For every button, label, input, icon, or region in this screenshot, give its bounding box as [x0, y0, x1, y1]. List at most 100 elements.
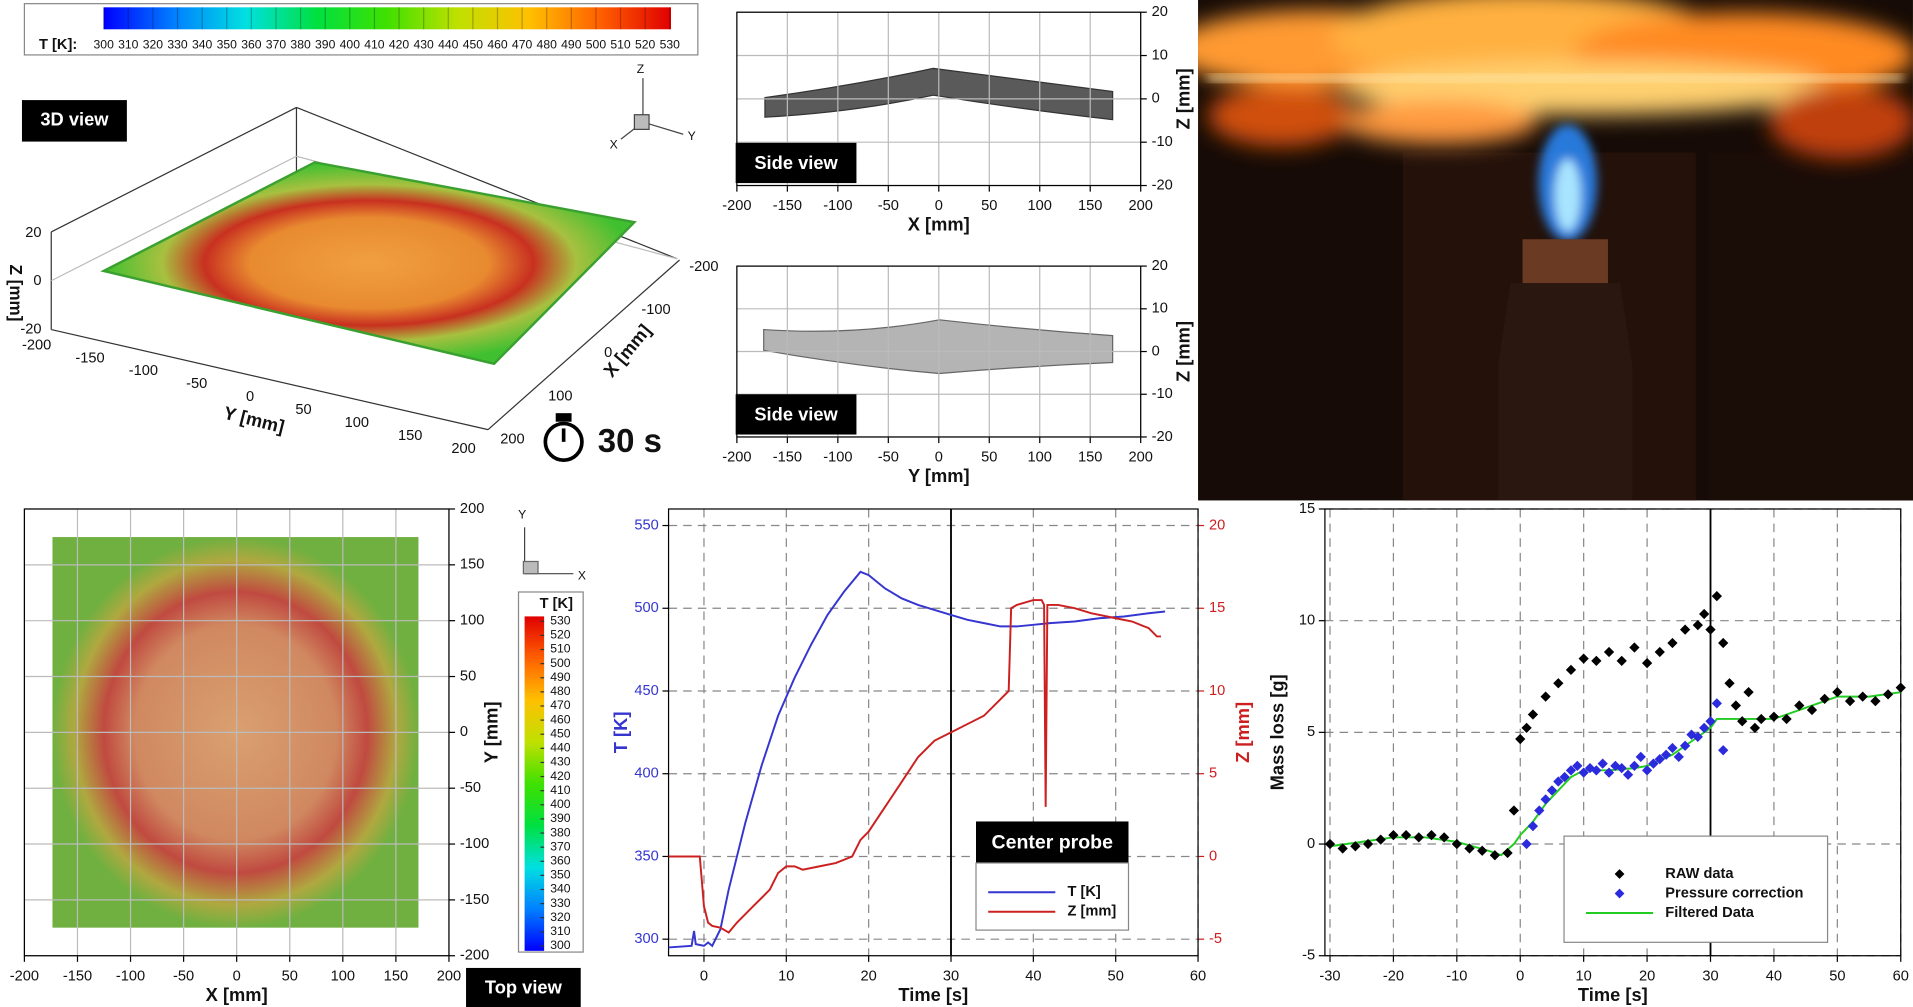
data-point: [1509, 805, 1519, 815]
y-tick-label: -100: [129, 363, 158, 379]
y-axis-label: Z [mm]: [1172, 321, 1193, 382]
y2-tick-label: 10: [1209, 683, 1225, 699]
x-tick-label: 0: [604, 345, 612, 361]
y2-tick-label: -5: [1209, 931, 1222, 947]
y-axis-label: Z [mm]: [1172, 68, 1193, 129]
data-point: [1718, 638, 1728, 648]
y-tick-label: -100: [460, 836, 489, 852]
y-tick-label: 50: [460, 668, 476, 684]
x-tick-label: 150: [384, 968, 408, 984]
colorbar-tick-label: 370: [550, 839, 571, 853]
y-tick-label: 200: [460, 501, 484, 517]
colorbar-tick-label: 510: [610, 37, 631, 51]
y-tick-label: 400: [634, 766, 658, 782]
figure: T [K]: 3D view Z [mm] Y [mm] X [mm] Z X …: [0, 0, 1913, 1007]
z-tick-label: 0: [33, 273, 41, 289]
colorbar-tick-label: 460: [487, 37, 508, 51]
x-tick-label: -100: [116, 968, 145, 984]
data-point: [1724, 678, 1734, 688]
view-label: Top view: [485, 977, 563, 998]
colorbar-tick-label: 450: [550, 726, 571, 740]
data-point: [1712, 698, 1722, 708]
colorbar-tick-label: 400: [340, 37, 361, 51]
colorbar-tick-label: 350: [550, 868, 571, 882]
data-point: [1521, 839, 1531, 849]
triad-label: X: [578, 568, 586, 582]
colorbar-tick-label: 330: [550, 896, 571, 910]
x-tick-label: 0: [233, 968, 241, 984]
y-tick-label: -200: [22, 337, 51, 353]
y-tick-label: 20: [1152, 258, 1168, 274]
colorbar-tick-label: 520: [550, 628, 571, 642]
colorbar-tick-label: 470: [550, 698, 571, 712]
colorbar-tick-label: 310: [550, 924, 571, 938]
data-point: [1642, 658, 1652, 668]
colorbar-tick-label: 330: [167, 37, 188, 51]
data-point: [1731, 700, 1741, 710]
x-tick-label: 100: [331, 968, 355, 984]
page: { "colormap": ["#0000ff","#0080ff","#00e…: [0, 0, 1913, 1007]
x-tick-label: 200: [500, 431, 524, 447]
data-point: [1750, 723, 1760, 733]
y-tick-label: 0: [1152, 343, 1160, 359]
y-tick-label: 300: [634, 931, 658, 947]
axis-label: Y [mm]: [222, 402, 287, 437]
axis-label: Z [mm]: [6, 264, 25, 321]
data-point: [1521, 723, 1531, 733]
colorbar-tick-label: 480: [537, 37, 558, 51]
data-point: [1693, 620, 1703, 630]
data-point: [1401, 830, 1411, 840]
timer: 30 s: [598, 422, 662, 459]
data-point: [1629, 761, 1639, 771]
y-tick-label: 100: [345, 415, 369, 431]
x-tick-label: 50: [981, 198, 997, 214]
colorbar-label: T [K]: [540, 596, 573, 612]
y-tick-label: 200: [451, 441, 475, 457]
x-tick-label: 50: [1108, 968, 1124, 984]
x-tick-label: -150: [63, 968, 92, 984]
x-tick-label: -100: [641, 302, 670, 318]
colorbar-tick-label: 380: [290, 37, 311, 51]
surface-3d: [104, 162, 635, 363]
x-axis-label: Time [s]: [898, 984, 968, 1005]
data-point: [1553, 678, 1563, 688]
y-tick-label: 10: [1152, 47, 1168, 63]
data-point: [1896, 683, 1906, 693]
y2-tick-label: 5: [1209, 766, 1217, 782]
colorbar-tick-label: 500: [550, 656, 571, 670]
colorbar-tick-label: 520: [635, 37, 656, 51]
legend-label: T [K]: [1068, 884, 1101, 900]
z-tick-label: 20: [25, 225, 41, 241]
axis-triad: [621, 78, 683, 139]
data-point: [1325, 839, 1335, 849]
x-tick-label: 0: [1516, 968, 1524, 984]
x-tick-label: 200: [1129, 450, 1153, 466]
data-point: [1604, 647, 1614, 657]
x-tick-label: 40: [1025, 968, 1041, 984]
legend-label: Pressure correction: [1665, 885, 1803, 901]
x-tick-label: 50: [1829, 968, 1845, 984]
colorbar-label: T [K]:: [39, 37, 77, 53]
z-tick-label: -20: [20, 321, 41, 337]
colorbar-tick-label: 530: [660, 37, 681, 51]
data-point: [1540, 691, 1550, 701]
y-tick-label: -20: [1152, 177, 1173, 193]
data-point: [1566, 665, 1576, 675]
x-tick-label: -50: [878, 198, 899, 214]
x-tick-label: -30: [1319, 968, 1340, 984]
y-tick-label: 50: [295, 402, 311, 418]
y-tick-label: -150: [460, 892, 489, 908]
legend-title: Center probe: [992, 832, 1114, 854]
x-tick-label: -200: [10, 968, 39, 984]
colorbar-tick-label: 480: [550, 684, 571, 698]
x-tick-label: 60: [1190, 968, 1206, 984]
colorbar: [525, 616, 545, 950]
data-point: [1655, 647, 1665, 657]
data-point: [1623, 770, 1633, 780]
colorbar-tick-label: 430: [550, 755, 571, 769]
data-point: [1591, 656, 1601, 666]
y-tick-label: 10: [1299, 613, 1315, 629]
y-tick-label: -50: [186, 376, 207, 392]
x-tick-label: -200: [689, 259, 718, 275]
x-tick-label: 100: [1028, 198, 1052, 214]
